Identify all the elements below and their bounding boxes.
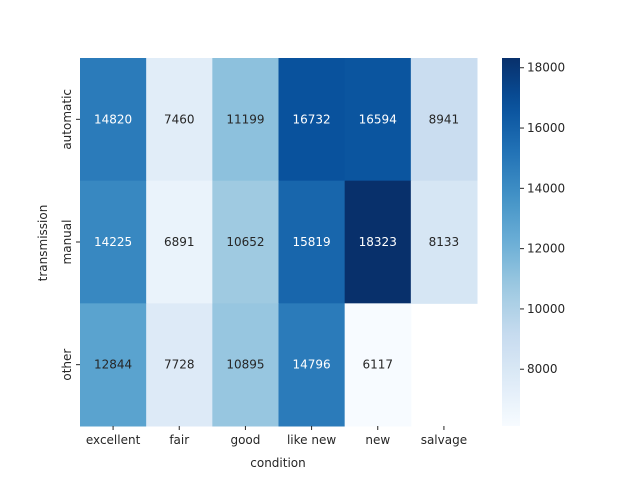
colorbar-tick-label: 10000 — [527, 302, 565, 316]
cell-value-label: 15819 — [292, 235, 330, 249]
colorbar — [502, 58, 520, 426]
y-axis: automatic manual other — [60, 89, 80, 381]
heatmap-cell — [80, 303, 147, 427]
heatmap-cell — [278, 180, 346, 304]
y-axis-label: transmission — [36, 205, 50, 282]
y-tick-label: other — [60, 349, 74, 381]
colorbar-tick-label: 8000 — [527, 362, 558, 376]
cell-value-label: 16594 — [359, 112, 397, 126]
heatmap-cell — [80, 58, 147, 182]
x-tick-label: good — [230, 433, 260, 447]
x-axis-label: condition — [250, 456, 305, 470]
colorbar-tick-label: 14000 — [527, 181, 565, 195]
cell-value-label: 14820 — [94, 112, 132, 126]
cell-value-label: 8133 — [429, 235, 460, 249]
cell-value-label: 18323 — [359, 235, 397, 249]
heatmap-cells: 14820 7460 11199 16732 16594 8941 14225 6891 106… — [80, 58, 478, 427]
x-tick-label: new — [365, 433, 390, 447]
colorbar-axis: 8000 10000 12000 14000 16000 18000 — [520, 61, 565, 376]
cell-value-label: 10652 — [226, 235, 264, 249]
x-tick-label: fair — [169, 433, 189, 447]
x-tick-label: salvage — [421, 433, 467, 447]
heatmap-cell — [212, 303, 279, 427]
cell-value-label: 11199 — [226, 112, 264, 126]
heatmap-cell — [212, 180, 279, 304]
cell-value-label: 12844 — [94, 358, 132, 372]
heatmap-cell — [278, 58, 346, 182]
colorbar-tick-label: 16000 — [527, 121, 565, 135]
cell-value-label: 6891 — [164, 235, 195, 249]
heatmap-cell — [278, 303, 346, 427]
colorbar-tick-label: 12000 — [527, 242, 565, 256]
heatmap-cell — [146, 303, 213, 427]
colorbar-tick-label: 18000 — [527, 61, 565, 75]
heatmap-cell — [80, 180, 147, 304]
cell-value-label: 8941 — [429, 112, 460, 126]
cell-value-label: 10895 — [226, 358, 264, 372]
heatmap-cell — [146, 58, 213, 182]
heatmap-cell — [410, 180, 478, 304]
heatmap-cell — [344, 303, 412, 427]
cell-value-label: 7460 — [164, 112, 195, 126]
cell-value-label: 14225 — [94, 235, 132, 249]
cell-value-label: 7728 — [164, 358, 195, 372]
y-tick-label: automatic — [60, 89, 74, 150]
heatmap-cell — [344, 58, 412, 182]
x-axis: excellent fair good like new new salvage — [86, 426, 467, 447]
x-tick-label: excellent — [86, 433, 141, 447]
x-tick-label: like new — [287, 433, 336, 447]
cell-value-label: 16732 — [292, 112, 330, 126]
cell-value-label: 6117 — [362, 358, 393, 372]
heatmap-cell — [344, 180, 412, 304]
heatmap-cell — [146, 180, 213, 304]
cell-value-label: 14796 — [292, 358, 330, 372]
y-tick-label: manual — [60, 220, 74, 265]
heatmap-cell — [212, 58, 279, 182]
heatmap-cell — [410, 58, 478, 182]
